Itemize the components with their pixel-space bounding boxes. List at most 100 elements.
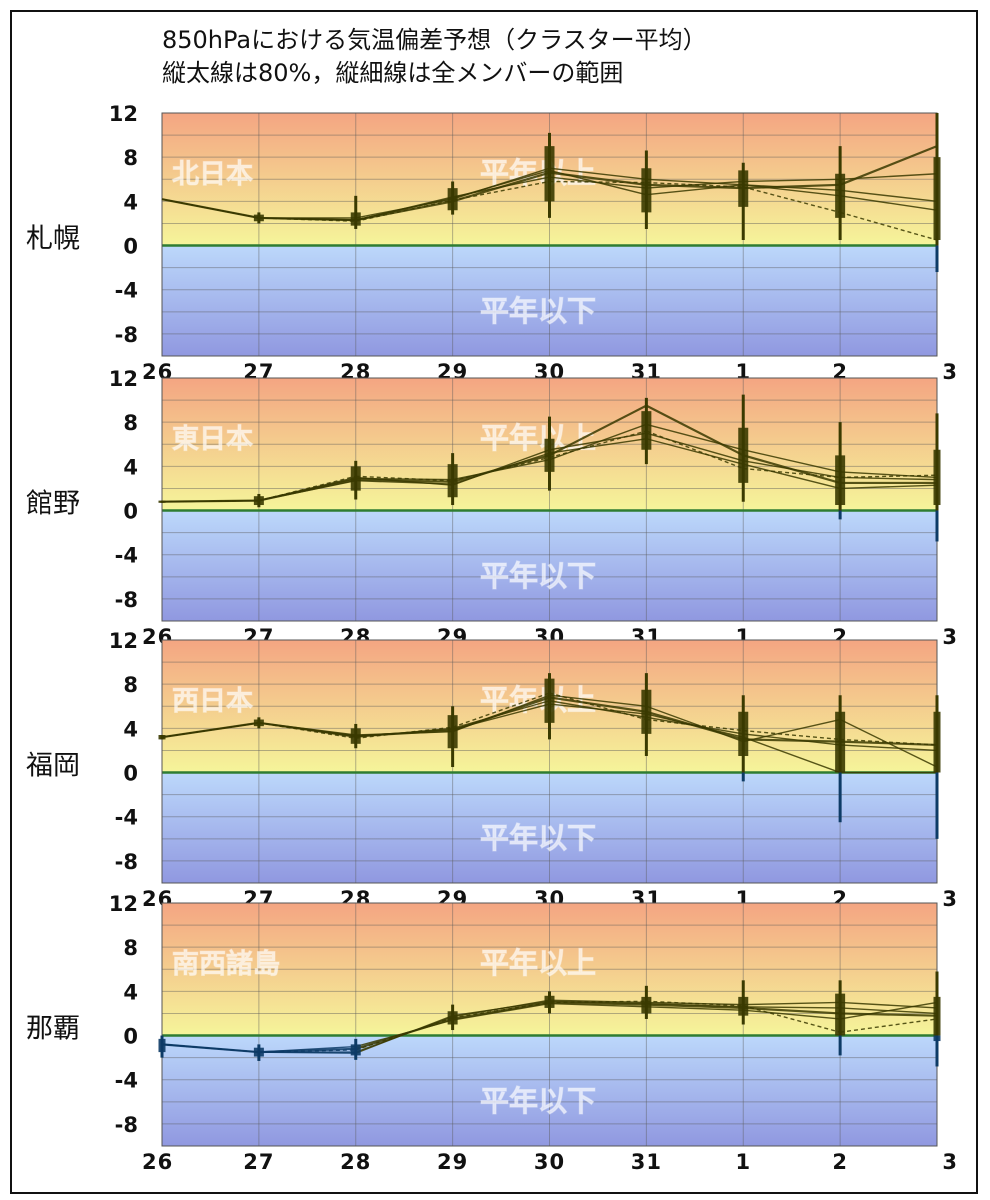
region-watermark: 北日本 [172,159,253,190]
cluster-line-segment [161,499,259,503]
city-label: 札幌 [26,224,80,255]
y-tick-label: 4 [123,717,138,741]
cluster-line-segment [549,703,647,715]
x-tick-label: 3 [942,887,958,911]
cluster-series-5 [161,1000,938,1053]
cluster-line-segment [646,1006,744,1011]
cluster-line-segment [549,169,647,196]
cluster-line-segment [646,713,744,738]
cluster-line-segment [549,692,647,721]
cluster-line-segment [258,722,356,739]
x-tick-label: 29 [437,1150,468,1174]
cluster-line-segment [549,430,647,459]
cluster-line-segment [646,705,744,743]
cluster-line-segment [549,167,647,180]
cluster-line-segment [258,217,356,222]
cluster-line-segment [840,1012,938,1017]
cluster-series-5 [161,692,938,746]
cluster-line-segment [549,180,647,184]
cluster-line-segment [258,1049,356,1053]
region-watermark: 南西諸島 [172,948,280,980]
y-tick-label: 4 [123,980,138,1004]
cluster-line-segment [840,474,938,479]
y-tick-label: 4 [123,455,138,479]
cluster-line-segment [743,178,841,183]
cluster-line-segment [646,1003,744,1010]
below-normal-area [162,1035,937,1146]
cluster-line-segment [452,1002,550,1021]
y-tick-label: -4 [115,279,138,303]
cluster-line-segment [452,180,550,201]
below-normal-watermark: 平年以下 [480,1084,596,1118]
cluster-line-segment [743,186,841,214]
y-tick-label: 0 [123,500,138,524]
y-tick-label: 8 [123,936,138,960]
cluster-line-segment [355,197,453,221]
cluster-line-segment [840,195,938,211]
cluster-line-segment [549,423,647,461]
cluster-line-segment [646,180,744,189]
city-label: 館野 [26,489,80,520]
y-tick-label: 12 [109,367,138,391]
cluster-line-segment [452,1001,550,1021]
city-label: 那覇 [26,1014,80,1045]
x-tick-label: 3 [942,360,958,384]
cluster-line-segment [549,1000,647,1004]
cluster-line-segment [840,744,938,752]
below-normal-area [162,245,937,356]
cluster-series-5 [161,430,938,503]
cluster-line-segment [840,173,938,180]
y-tick-label: 12 [109,102,138,126]
below-normal-watermark: 平年以下 [480,294,596,328]
cluster-line-segment [452,1001,550,1019]
cluster-line-segment [743,736,841,774]
cluster-line-segment [840,1001,938,1009]
above-normal-watermark: 平年以上 [480,946,596,980]
region-watermark: 西日本 [172,686,253,717]
cluster-line-segment [646,1002,744,1008]
cluster-line-segment [743,183,841,190]
y-tick-label: -4 [115,806,138,830]
y-tick-label: -4 [115,544,138,568]
y-tick-label: -8 [115,1113,138,1137]
cluster-line-segment [840,1018,938,1033]
cluster-line-segment [646,181,744,188]
cluster-line-segment [646,430,744,470]
x-tick-label: 2 [832,1150,848,1174]
cluster-line-segment [646,423,744,451]
cluster-line-segment [452,703,550,731]
y-tick-label: 4 [123,190,138,214]
cluster-line-segment [743,463,841,490]
cluster-line-segment [646,183,744,190]
cluster-line-segment [646,718,744,732]
region-watermark: 東日本 [172,424,253,455]
y-tick-label: 12 [109,892,138,916]
cluster-series-5 [161,180,938,241]
cluster-line-segment [646,1001,744,1006]
x-tick-label: 26 [142,1150,173,1174]
cluster-line-segment [355,726,453,740]
x-tick-label: 3 [942,1150,958,1174]
cluster-line-segment [161,722,259,738]
cluster-line-segment [452,700,550,730]
x-tick-label: 31 [631,1150,662,1174]
cluster-line-segment [743,718,841,743]
cluster-line-segment [743,1006,841,1009]
cluster-line-segment [743,449,841,473]
cluster-line-segment [840,476,938,481]
y-tick-label: -8 [115,588,138,612]
x-tick-label: 1 [735,1150,751,1174]
x-tick-label: 27 [243,1150,274,1174]
cluster-line-segment [452,692,550,728]
cluster-line-segment [645,404,744,457]
cluster-line-segment [646,178,744,186]
cluster-line-segment [839,718,938,768]
cluster-line-segment [452,456,550,482]
cluster-line-segment [743,460,841,479]
cluster-line-segment [355,475,453,482]
y-tick-label: 0 [123,1025,138,1049]
below-normal-watermark: 平年以下 [480,559,596,593]
